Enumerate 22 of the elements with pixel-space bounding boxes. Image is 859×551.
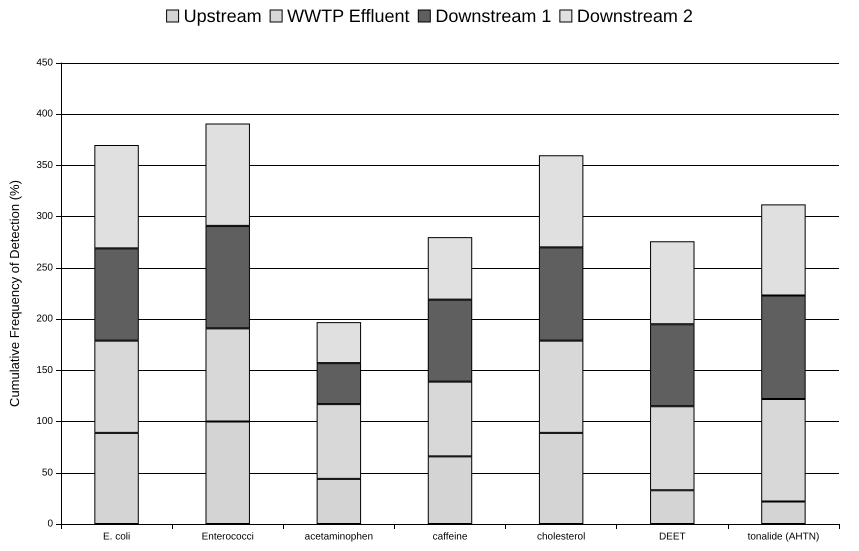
y-axis-title: Cumulative Frequency of Detection (%) <box>7 180 22 407</box>
x-tick-label: E. coli <box>102 532 130 542</box>
y-tick-label: 200 <box>36 314 54 325</box>
legend-label: Downstream 2 <box>576 6 693 26</box>
y-tick-label: 350 <box>36 160 54 171</box>
x-tick-label: acetaminophen <box>304 532 374 542</box>
legend-label: WWTP Effluent <box>287 6 410 26</box>
y-tick-label: 400 <box>36 108 54 120</box>
legend-label: Upstream <box>184 6 262 26</box>
y-tick-label: 300 <box>36 211 54 222</box>
x-tick-label: caffeine <box>432 532 468 542</box>
y-tick-label: 150 <box>36 364 54 376</box>
x-tick-label: Enterococci <box>202 532 254 542</box>
y-tick-label: 100 <box>36 416 54 428</box>
legend-label: Downstream 1 <box>435 6 552 26</box>
x-tick-label: cholesterol <box>536 532 586 542</box>
y-tick-label: 250 <box>36 262 54 274</box>
y-tick-label: 0 <box>47 518 54 530</box>
x-tick-label: DEET <box>658 532 686 542</box>
x-tick-label: tonalide (AHTN) <box>748 532 820 542</box>
y-tick-label: 450 <box>36 58 54 68</box>
y-tick-label: 50 <box>42 467 54 478</box>
